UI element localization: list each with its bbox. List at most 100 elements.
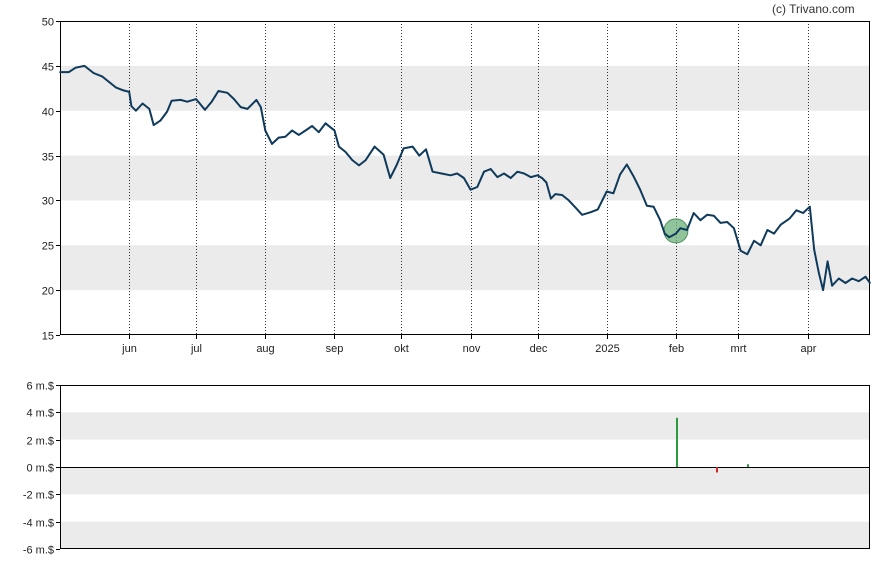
flow-band	[60, 412, 870, 440]
price-point	[210, 100, 213, 103]
price-point	[766, 229, 769, 231]
y-tick-label: 20	[42, 286, 54, 298]
x-tick-label: mrt	[731, 343, 747, 355]
x-tick-label: 2025	[595, 343, 619, 355]
flow-frame	[60, 385, 870, 549]
price-point	[298, 134, 300, 136]
money-flow-bar	[676, 417, 678, 467]
price-point	[135, 109, 137, 112]
price-point	[338, 145, 340, 148]
y-tick-label: 45	[42, 62, 54, 74]
price-point	[277, 136, 280, 139]
price-point	[838, 277, 840, 280]
price-point	[291, 129, 293, 132]
x-tick-label: sep	[326, 343, 344, 355]
y-tick-label: -2 m.$	[23, 490, 54, 502]
price-point	[753, 240, 755, 242]
price-point	[402, 147, 405, 150]
price-point	[739, 249, 742, 252]
price-point	[260, 106, 262, 108]
price-line	[60, 64, 871, 292]
price-chart	[56, 21, 871, 339]
price-point	[440, 172, 443, 175]
price-point	[226, 92, 229, 94]
y-tick-label: 2 m.$	[26, 436, 54, 448]
price-point	[605, 190, 608, 193]
y-tick-label: 25	[42, 241, 54, 253]
price-point	[706, 214, 708, 216]
price-point	[449, 174, 452, 177]
price-point	[68, 71, 70, 73]
y-tick-label: 4 m.$	[26, 408, 54, 420]
price-point	[831, 284, 833, 287]
price-point	[483, 170, 485, 173]
price-point	[597, 208, 599, 211]
price-point	[255, 99, 258, 101]
price-point	[554, 193, 557, 195]
price-point	[545, 181, 548, 184]
price-tick-labels: jun jul aug sep okt nov dec 2025 feb mrt apr504540…	[42, 17, 817, 356]
price-point	[463, 177, 465, 179]
price-point	[869, 282, 871, 284]
price-point	[626, 163, 628, 166]
price-point	[121, 89, 124, 91]
price-point	[773, 232, 775, 235]
price-point	[699, 219, 702, 221]
x-tick-label: dec	[530, 343, 548, 355]
flow-band	[60, 521, 870, 549]
price-point	[590, 211, 592, 213]
price-point	[802, 212, 804, 214]
money-flow-bar	[747, 464, 749, 467]
price-point	[541, 177, 543, 179]
price-point	[92, 72, 95, 74]
price-point	[108, 81, 110, 83]
price-point	[719, 222, 722, 224]
price-point	[639, 188, 641, 191]
flow-band	[60, 467, 870, 495]
price-point	[166, 110, 168, 113]
price-point	[686, 229, 688, 231]
price-point	[333, 129, 336, 132]
y-tick-label: -4 m.$	[23, 518, 54, 530]
price-band	[60, 245, 870, 291]
price-point	[858, 280, 860, 283]
price-point	[509, 177, 512, 179]
copyright-label: (c) Trivano.com	[772, 2, 855, 16]
price-point	[152, 124, 155, 126]
price-point	[170, 100, 173, 102]
price-point	[489, 168, 492, 170]
price-point	[826, 260, 829, 263]
price-point	[668, 236, 670, 238]
price-point	[516, 170, 519, 173]
price-band	[60, 65, 870, 111]
y-tick-label: 30	[42, 196, 54, 208]
price-point	[779, 223, 782, 226]
price-point	[759, 244, 762, 247]
x-tick-label: feb	[669, 343, 684, 355]
price-point	[284, 135, 287, 138]
y-tick-label: 15	[42, 331, 54, 343]
price-point	[246, 108, 249, 110]
price-point	[679, 227, 682, 229]
price-point	[496, 176, 499, 178]
price-point	[83, 65, 86, 67]
price-point	[304, 129, 307, 132]
price-point	[632, 175, 635, 177]
price-point	[115, 86, 117, 89]
price-point	[358, 164, 360, 167]
price-point	[503, 172, 505, 175]
price-point	[418, 154, 421, 157]
price-point	[148, 108, 151, 110]
price-point	[561, 194, 563, 196]
price-point	[233, 98, 235, 100]
price-point	[663, 232, 666, 235]
price-point	[141, 102, 144, 105]
price-point	[186, 100, 188, 103]
price-point	[612, 192, 615, 195]
price-point	[324, 122, 327, 125]
price-point	[813, 249, 815, 251]
price-point	[425, 148, 427, 151]
x-tick-label: aug	[256, 343, 274, 355]
